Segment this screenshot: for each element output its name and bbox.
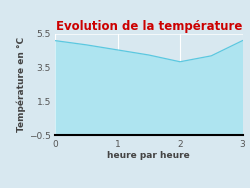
Title: Evolution de la température: Evolution de la température [56,20,242,33]
X-axis label: heure par heure: heure par heure [108,151,190,160]
Y-axis label: Température en °C: Température en °C [17,37,26,132]
